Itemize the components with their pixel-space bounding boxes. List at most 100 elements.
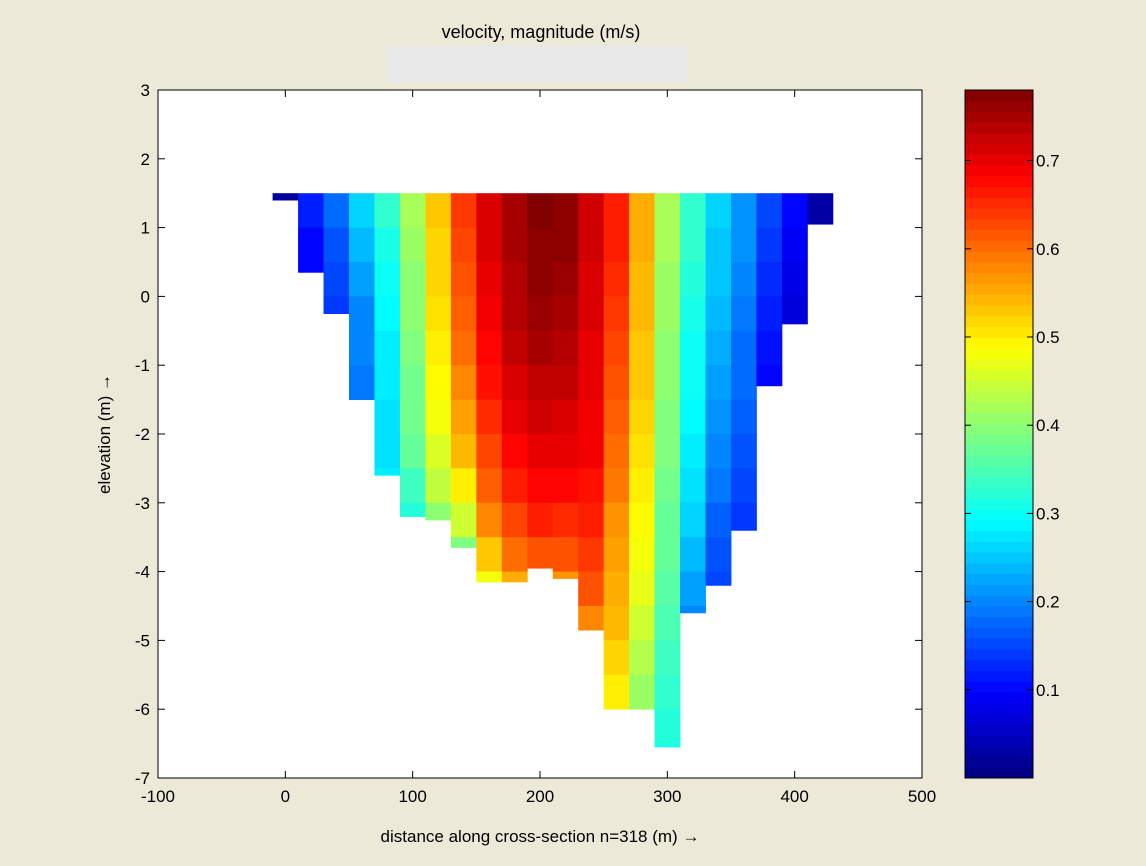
heatmap-cell — [501, 296, 528, 332]
heatmap-cell — [680, 365, 706, 400]
y-tick-label: -5 — [135, 631, 150, 650]
colorbar-band — [965, 401, 1033, 413]
heatmap-cell — [756, 262, 783, 297]
y-tick-label: -7 — [135, 769, 150, 788]
heatmap-cell — [629, 502, 655, 538]
colorbar-band — [965, 423, 1033, 435]
heatmap-cell — [578, 399, 605, 435]
heatmap-cell — [323, 262, 350, 297]
heatmap-cell — [450, 468, 477, 504]
colorbar-band — [965, 176, 1033, 188]
heatmap-cell — [578, 193, 605, 228]
colorbar-tick-label: 0.3 — [1036, 504, 1060, 523]
heatmap-cell — [425, 365, 452, 400]
colorbar-band — [965, 143, 1033, 155]
heatmap-cells — [272, 193, 834, 748]
heatmap-cell — [374, 434, 401, 469]
heatmap-cell — [603, 296, 630, 332]
heatmap-cell — [781, 262, 808, 297]
colorbar-band — [965, 186, 1033, 198]
colorbar-tick-label: 0.5 — [1036, 328, 1060, 347]
heatmap-cell — [603, 193, 630, 228]
heatmap-cell — [578, 365, 605, 400]
heatmap-cell — [450, 399, 477, 435]
colorbar-band — [965, 692, 1033, 704]
colorbar-band — [965, 767, 1033, 779]
heatmap-cell — [654, 709, 681, 744]
heatmap-cell — [629, 399, 655, 435]
heatmap-cell — [629, 365, 655, 400]
heatmap-cell — [501, 571, 528, 583]
heatmap-cell — [552, 434, 579, 469]
heatmap-cell — [807, 193, 834, 225]
heatmap-cell — [731, 262, 757, 297]
x-tick-label: -100 — [141, 787, 175, 806]
heatmap-cell — [705, 227, 732, 263]
heatmap-cell — [781, 193, 808, 228]
colorbar-band — [965, 627, 1033, 639]
heatmap-cell — [450, 537, 477, 548]
heatmap-cell — [501, 468, 528, 504]
x-tick-label: 400 — [780, 787, 808, 806]
heatmap-cell — [629, 434, 655, 469]
colorbar-band — [965, 229, 1033, 241]
heatmap-cell — [476, 262, 503, 297]
heatmap-cell — [705, 330, 732, 366]
colorbar-band — [965, 240, 1033, 252]
heatmap-cell — [731, 227, 757, 263]
y-tick-label: -1 — [135, 356, 150, 375]
colorbar-band — [965, 305, 1033, 317]
colorbar-band — [965, 208, 1033, 220]
heatmap-cell — [552, 537, 579, 572]
colorbar-band — [965, 573, 1033, 585]
heatmap-cell — [603, 468, 630, 504]
heatmap-cell — [476, 434, 503, 469]
heatmap-cell — [629, 330, 655, 366]
heatmap-cell — [476, 193, 503, 228]
heatmap-cell — [654, 193, 681, 228]
heatmap-cell — [578, 502, 605, 538]
heatmap-cell — [476, 537, 503, 572]
heatmap-cell — [781, 296, 808, 325]
colorbar-band — [965, 412, 1033, 424]
heatmap-cell — [654, 434, 681, 469]
y-tick-label: -3 — [135, 494, 150, 513]
heatmap-cell — [476, 468, 503, 504]
heatmap-cell — [374, 193, 401, 228]
heatmap-cell — [705, 365, 732, 400]
heatmap-cell — [578, 468, 605, 504]
heatmap-cell — [399, 365, 426, 400]
heatmap-cell — [578, 571, 605, 607]
colorbar-band — [965, 315, 1033, 327]
colorbar-band — [965, 659, 1033, 671]
heatmap-cell — [323, 296, 350, 314]
colorbar-band — [965, 724, 1033, 736]
colorbar-band — [965, 455, 1033, 467]
heatmap-cell — [603, 434, 630, 469]
heatmap-cell — [476, 571, 503, 583]
heatmap-cell — [680, 262, 706, 297]
colorbar-band — [965, 487, 1033, 499]
colorbar-band — [965, 520, 1033, 532]
x-tick-label: 300 — [653, 787, 681, 806]
heatmap-cell — [705, 296, 732, 332]
colorbar-band — [965, 283, 1033, 295]
heatmap-cell — [349, 296, 375, 332]
heatmap-cell — [680, 193, 706, 228]
colorbar-tick-label: 0.7 — [1036, 152, 1060, 171]
y-axis-label: elevation (m) → — [95, 374, 114, 494]
heatmap-cell — [298, 262, 324, 273]
colorbar-band — [965, 326, 1033, 338]
heatmap-cell — [680, 330, 706, 366]
colorbar-band — [965, 681, 1033, 693]
y-tick-label: 1 — [141, 219, 150, 238]
heatmap-cell — [603, 227, 630, 263]
heatmap-cell — [705, 193, 732, 228]
heatmap-cell — [527, 502, 554, 538]
colorbar-band — [965, 530, 1033, 542]
colorbar-band — [965, 584, 1033, 596]
heatmap-cell — [425, 262, 452, 297]
heatmap-cell — [654, 468, 681, 504]
heatmap-cell — [527, 399, 554, 435]
heatmap-cell — [603, 399, 630, 435]
